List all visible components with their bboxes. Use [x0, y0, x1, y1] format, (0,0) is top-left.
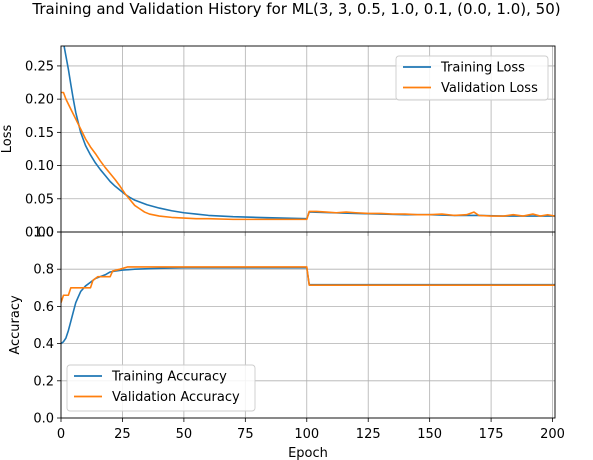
x-tick-label: 150	[417, 427, 442, 442]
y-tick-label: 0.4	[33, 337, 54, 352]
x-tick-label: 0	[57, 427, 65, 442]
y-tick-label: 0.6	[33, 300, 54, 315]
x-axis-label: Epoch	[288, 446, 328, 460]
y-tick-label: 0.2	[33, 374, 54, 389]
y-tick-label: 0.05	[25, 192, 54, 207]
y-tick-label: 0.15	[25, 126, 54, 141]
chart-title: Training and Validation History for ML(3…	[32, 0, 561, 18]
accuracy-panel: 0.0 0.2 0.4 0.6 0.8 1.0 0 25 50 75 100 125 150 175 200…	[8, 226, 565, 460]
legend-frame	[395, 55, 549, 101]
x-tick-label: 125	[356, 427, 381, 442]
y-tick-label: 0.8	[33, 263, 54, 278]
y-tick-label: 0.00	[25, 226, 54, 241]
x-tick-label: 75	[237, 427, 254, 442]
x-tick-label: 175	[479, 427, 504, 442]
x-tick-label: 100	[294, 427, 319, 442]
legend-label: Training Loss	[440, 61, 525, 76]
axes-frame	[60, 231, 556, 419]
series-line-validation-accuracy	[61, 266, 555, 303]
legend-frame	[66, 364, 256, 412]
legend-label: Validation Accuracy	[112, 390, 240, 405]
y-tick-label: 0.25	[25, 59, 54, 74]
y-tick-label: 0.0	[33, 412, 54, 427]
y-tick-label: 0.20	[25, 93, 54, 108]
loss-panel: 0.00 0.05 0.10 0.15 0.20 0.25 Loss Training Los…	[0, 45, 556, 241]
x-tick-label: 50	[176, 427, 193, 442]
y-tick-label: 0.10	[25, 159, 54, 174]
x-tick-label: 25	[114, 427, 131, 442]
y-axis-label: Accuracy	[8, 295, 23, 355]
y-tick-label: 1.0	[33, 226, 54, 241]
legend-label: Training Accuracy	[111, 370, 227, 385]
legend: Training Loss Validation Loss	[395, 55, 549, 101]
y-axis-label: Loss	[0, 125, 15, 154]
legend: Training Accuracy Validation Accuracy	[66, 364, 256, 412]
x-tick-label: 200	[540, 427, 565, 442]
legend-label: Validation Loss	[441, 81, 538, 96]
series-line-validation-loss	[61, 91, 555, 221]
